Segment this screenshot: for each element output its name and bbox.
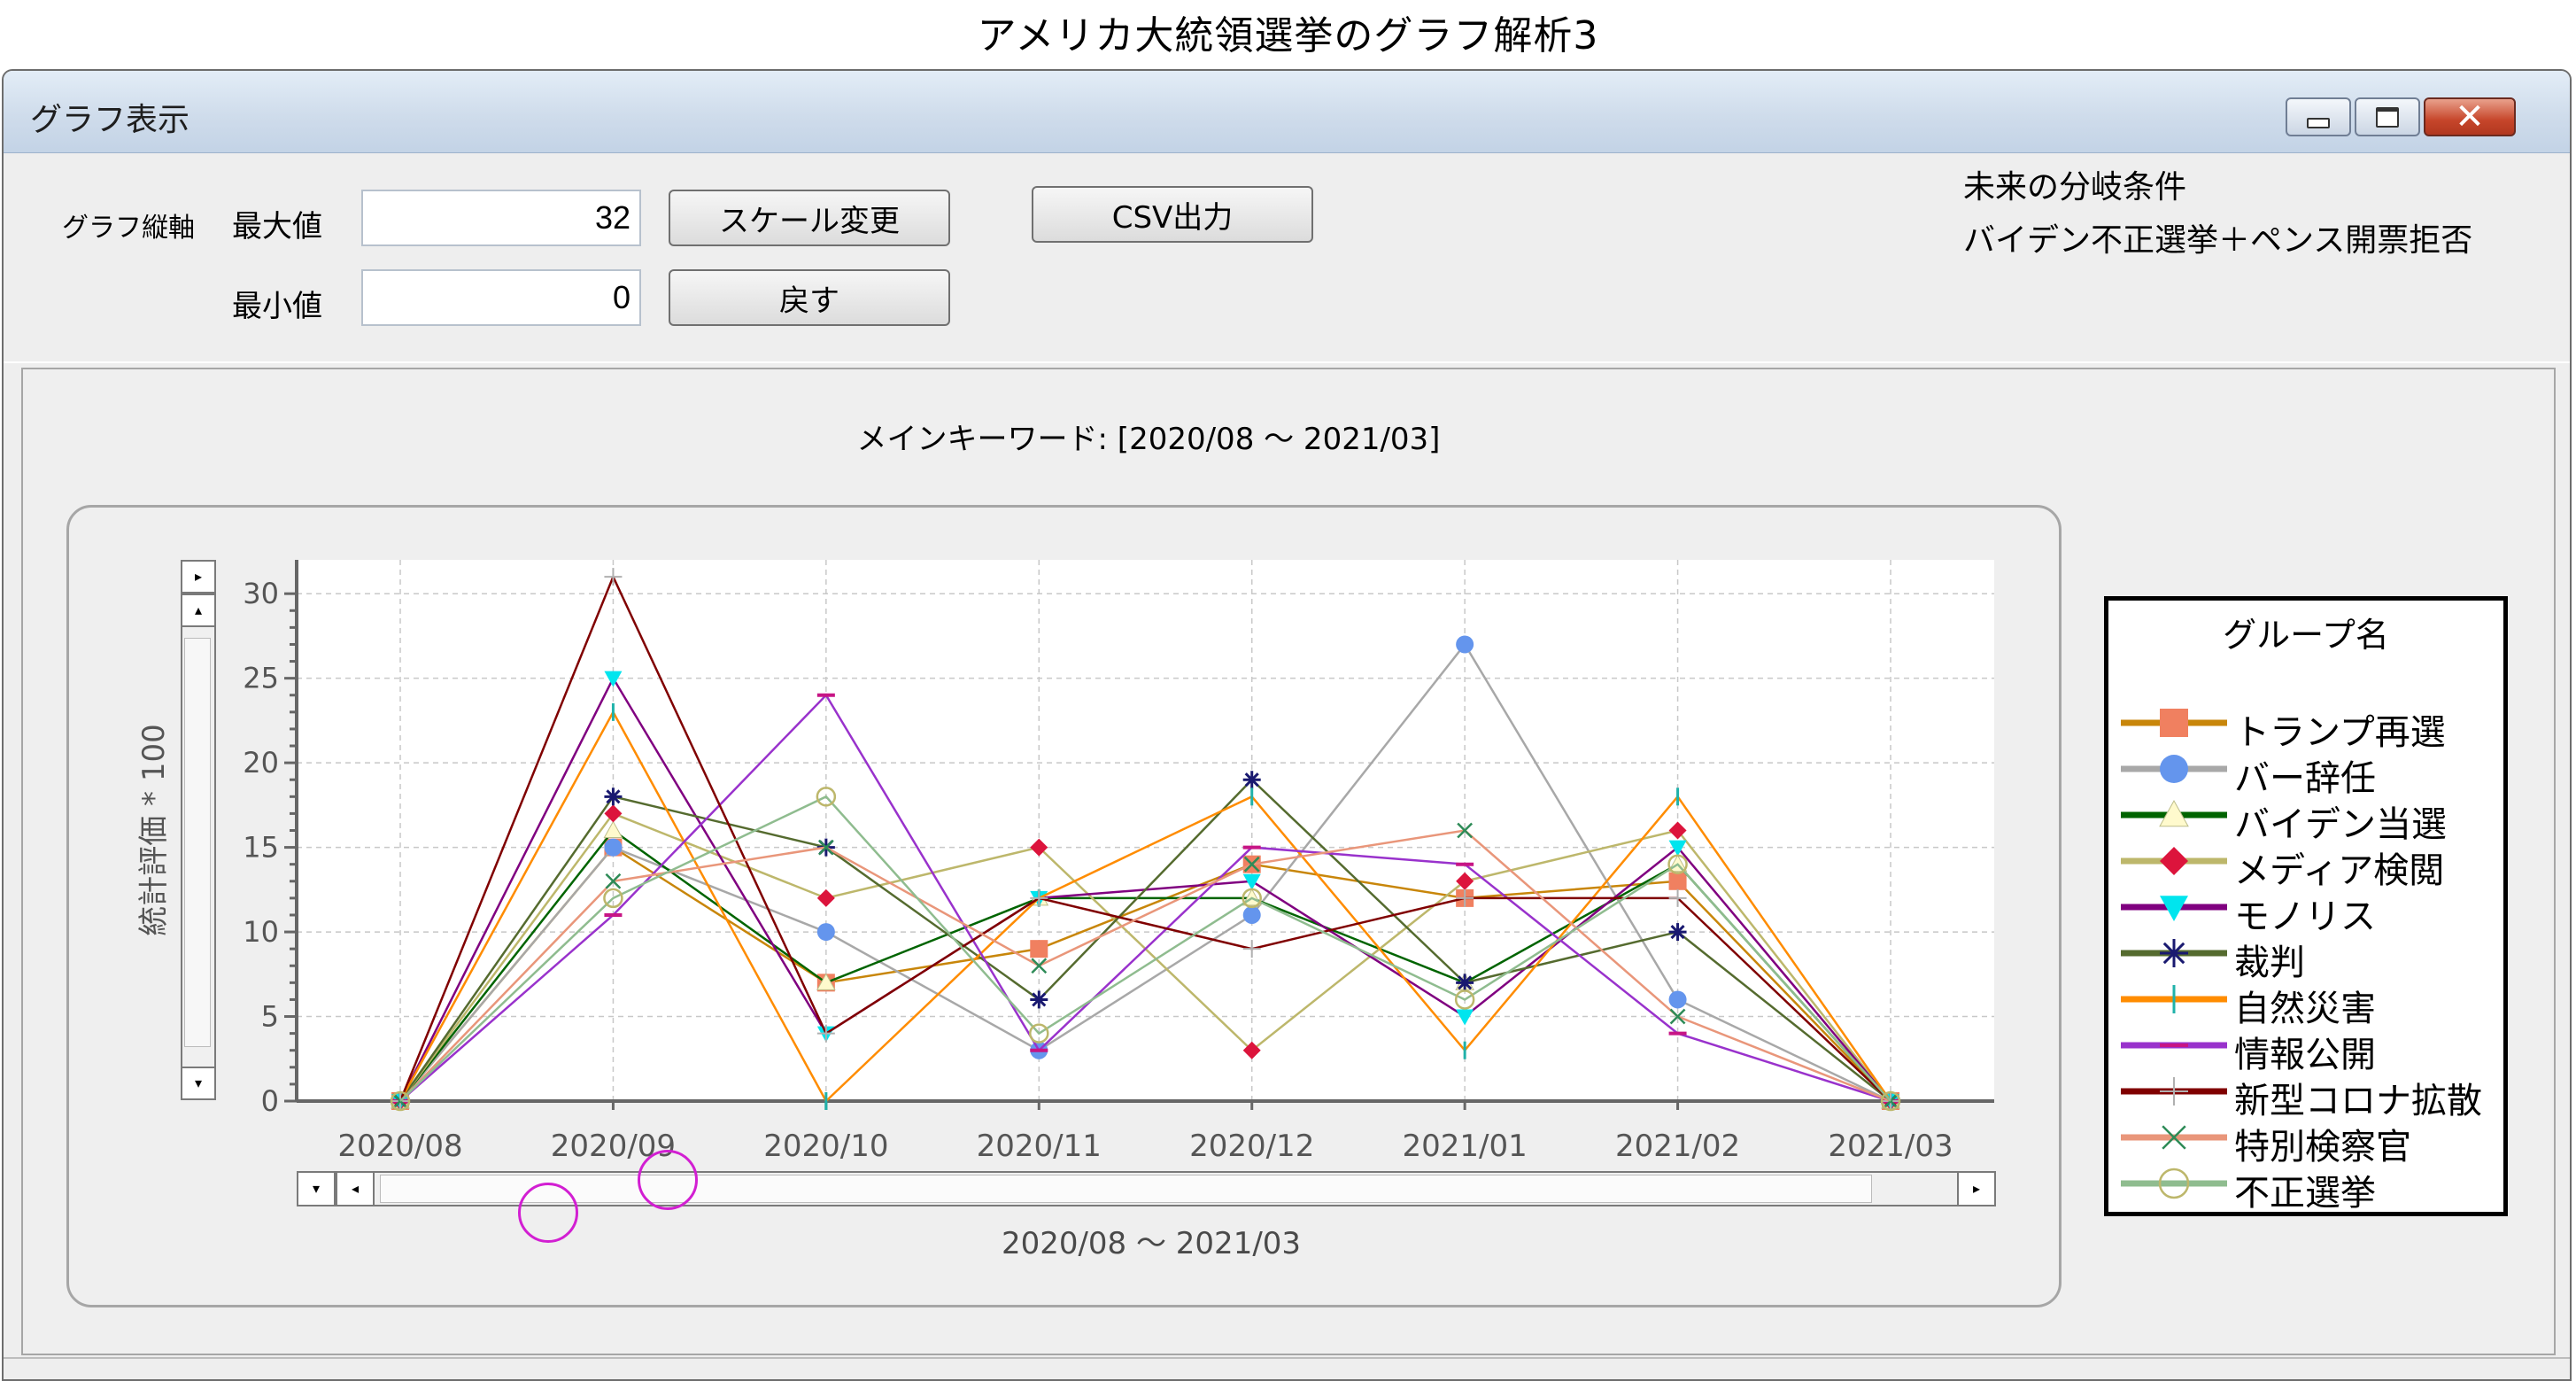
scroll-down-arrow-icon[interactable]: ▾ — [297, 1171, 336, 1206]
data-point-marker — [2159, 799, 2189, 827]
legend-label: メディア検閲 — [2234, 850, 2445, 891]
data-point-marker — [2160, 896, 2188, 921]
legend-label: 裁判 — [2234, 943, 2305, 983]
scroll-down-arrow-icon[interactable]: ▾ — [181, 1067, 216, 1100]
legend-label: モノリス — [2234, 896, 2376, 937]
legend-label: トランプ再選 — [2234, 712, 2446, 753]
scale-change-button[interactable]: スケール変更 — [669, 190, 950, 246]
legend-swatch — [2121, 755, 2227, 783]
legend-item: 特別検察官 — [2117, 1114, 2507, 1168]
legend-item: 新型コロナ拡散 — [2117, 1068, 2507, 1121]
data-point-marker — [2160, 847, 2188, 875]
legend-label: バー辞任 — [2234, 758, 2376, 799]
legend-label: 情報公開 — [2234, 1035, 2376, 1075]
legend-item: 不正選挙 — [2117, 1160, 2507, 1214]
scroll-up-arrow-icon[interactable]: ▴ — [181, 594, 216, 627]
legend-label: 自然災害 — [2234, 989, 2376, 1029]
data-point-marker — [2160, 709, 2188, 737]
future-condition-text: バイデン不正選挙＋ペンス開票拒否 — [1963, 222, 2473, 259]
horizontal-scrollbar[interactable]: ▾ ◂ ▸ — [297, 1171, 1996, 1206]
close-button[interactable]: ✕ — [2424, 97, 2516, 136]
data-point-marker — [2158, 1168, 2190, 1199]
chart-legend: グループ名 トランプ再選 バー辞任バイデン当選 メディア検閲 モノリス裁判自然災害情報… — [2104, 596, 2508, 1216]
legend-swatch — [2121, 1125, 2227, 1150]
legend-item: モノリス — [2117, 884, 2507, 937]
range-label: 2020/08 ～ 2021/03 — [1001, 1226, 1302, 1261]
legend-item: バー辞任 — [2117, 746, 2507, 799]
window-titlebar[interactable]: グラフ表示 ✕ — [4, 71, 2570, 153]
legend-label: 不正選挙 — [2234, 1173, 2376, 1214]
vertical-scrollbar[interactable]: ▸ ▴ ▾ — [181, 560, 216, 1100]
legend-item: 裁判 — [2117, 930, 2507, 983]
legend-item: 自然災害 — [2117, 976, 2507, 1029]
cursor-highlight-circle — [518, 1183, 578, 1243]
reset-button[interactable]: 戻す — [669, 269, 950, 326]
legend-item: 情報公開 — [2117, 1022, 2507, 1075]
legend-swatch — [2121, 1042, 2227, 1049]
divider — [4, 1357, 2570, 1359]
legend-label: 特別検察官 — [2234, 1127, 2411, 1168]
data-point-marker — [2160, 1077, 2188, 1106]
page-title: アメリカ大統領選挙のグラフ解析3 — [977, 13, 1599, 58]
legend-title: グループ名 — [2223, 616, 2389, 655]
legend-item: バイデン当選 — [2117, 792, 2507, 845]
maximize-button[interactable] — [2355, 97, 2420, 136]
data-point-marker — [2162, 1125, 2186, 1150]
data-point-marker — [2160, 939, 2188, 967]
csv-export-button[interactable]: CSV出力 — [1032, 186, 1313, 243]
legend-swatch — [2121, 939, 2227, 967]
close-icon: ✕ — [2455, 97, 2485, 137]
cursor-highlight-circle — [638, 1150, 698, 1210]
chart-frame — [66, 505, 2062, 1307]
horizontal-scroll-thumb[interactable] — [380, 1175, 1872, 1203]
legend-swatch — [2121, 985, 2227, 1013]
chart-title: メインキーワード: [2020/08 ～ 2021/03] — [856, 422, 1441, 457]
max-value-field[interactable]: 32 — [361, 190, 641, 246]
legend-swatch — [2121, 847, 2227, 875]
legend-swatch — [2121, 1077, 2227, 1106]
scroll-right-arrow-icon[interactable]: ▸ — [1957, 1171, 1996, 1206]
min-value-label: 最小値 — [232, 289, 322, 324]
future-condition-label: 未来の分岐条件 — [1963, 169, 2187, 206]
scroll-left-arrow-icon[interactable]: ◂ — [336, 1171, 375, 1206]
legend-swatch — [2121, 1168, 2227, 1199]
divider — [4, 361, 2570, 363]
legend-swatch — [2121, 799, 2227, 827]
scroll-right-arrow-icon[interactable]: ▸ — [181, 560, 216, 594]
maximize-icon — [2376, 106, 2399, 128]
legend-swatch — [2121, 709, 2227, 737]
max-value-label: 最大値 — [232, 209, 322, 244]
window-title: グラフ表示 — [30, 102, 190, 138]
minimize-button[interactable] — [2286, 97, 2351, 136]
legend-swatch — [2121, 896, 2227, 921]
legend-label: バイデン当選 — [2234, 804, 2447, 845]
axis-label: グラフ縦軸 — [62, 213, 195, 244]
legend-item: メディア検閲 — [2117, 838, 2507, 891]
data-point-marker — [2160, 755, 2188, 783]
legend-label: 新型コロナ拡散 — [2234, 1081, 2482, 1121]
vertical-scroll-thumb[interactable] — [184, 638, 211, 1047]
legend-item: トランプ再選 — [2117, 700, 2507, 753]
minimize-icon — [2307, 118, 2330, 128]
min-value-field[interactable]: 0 — [361, 269, 641, 326]
